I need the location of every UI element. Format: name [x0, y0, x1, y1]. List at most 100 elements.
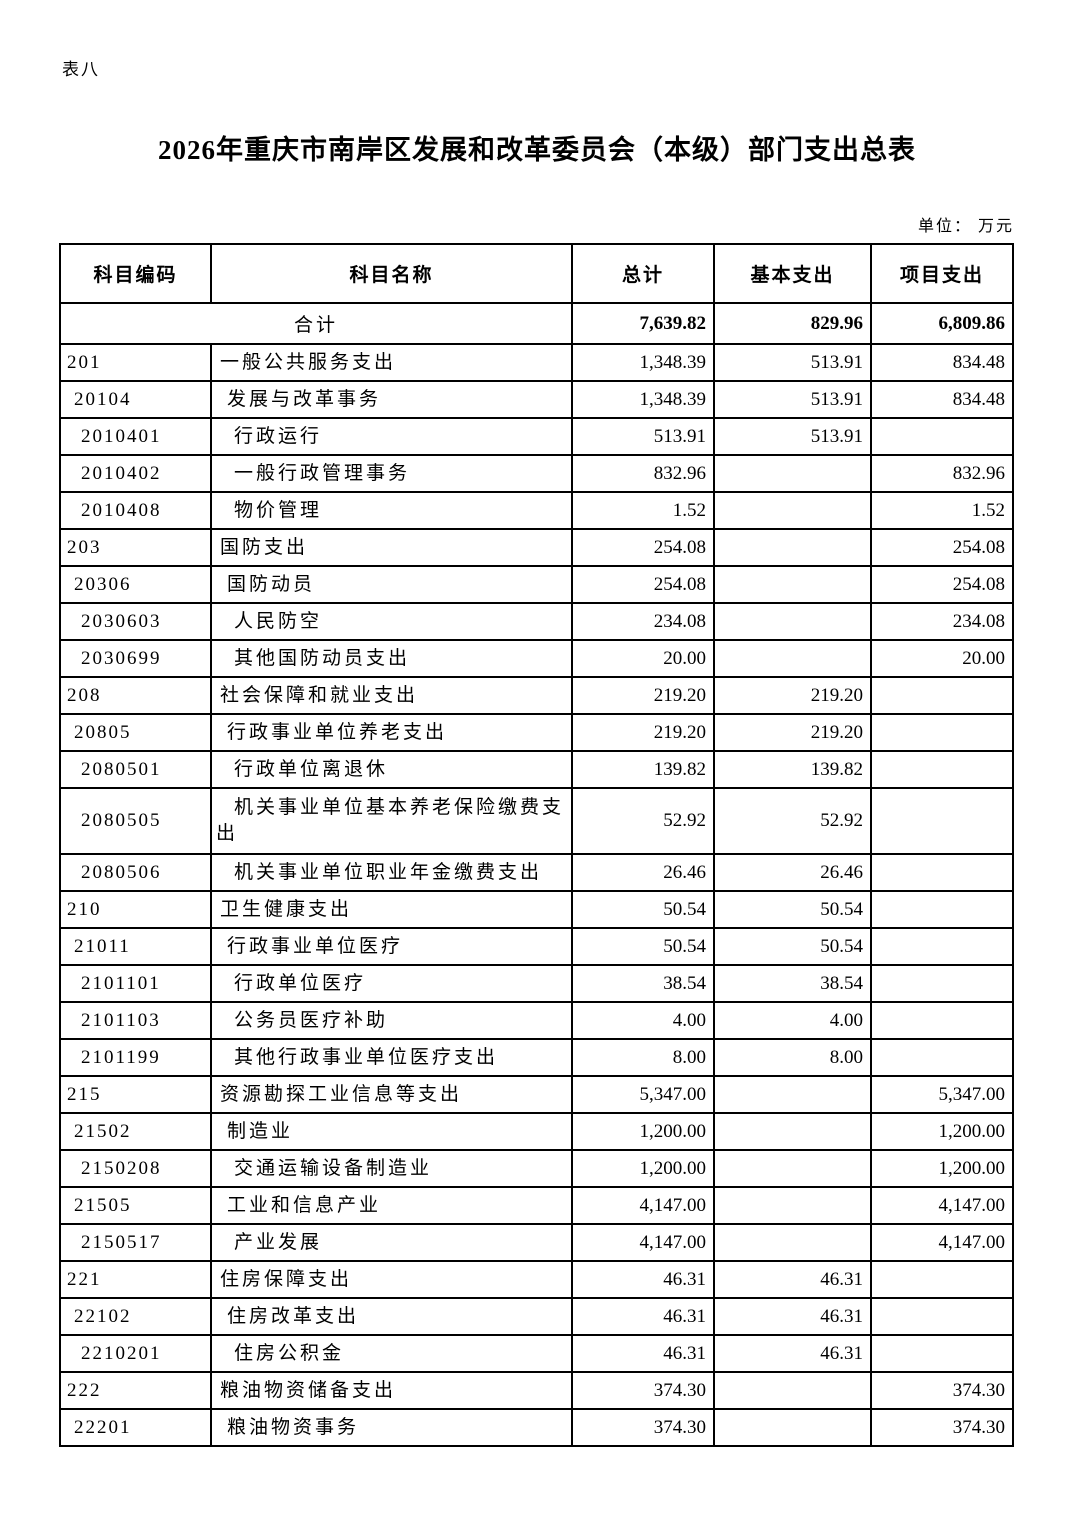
subject-name-cell: 社会保障和就业支出 [210, 676, 573, 715]
total-amount-cell: 46.31 [571, 1334, 715, 1373]
table-row: 2080506 机关事业单位职业年金缴费支出 26.46 26.46 [59, 853, 1014, 892]
table-body: 合计 7,639.82 829.96 6,809.86 201 一般公共服务支出 1… [59, 302, 1014, 1447]
project-expenditure-cell: 234.08 [870, 602, 1014, 641]
project-expenditure-cell: 254.08 [870, 528, 1014, 567]
expenditure-table: 科目编码 科目名称 总计 基本支出 项目支出 合计 7,639.82 829.9… [59, 243, 1014, 1447]
basic-expenditure-cell: 52.92 [713, 787, 872, 855]
subject-name-cell: 人民防空 [210, 602, 573, 641]
subject-code-cell: 22201 [59, 1408, 212, 1447]
basic-expenditure-cell [713, 639, 872, 678]
total-amount-cell: 1,348.39 [571, 343, 715, 382]
basic-expenditure-cell: 513.91 [713, 380, 872, 419]
subject-code-cell: 215 [59, 1075, 212, 1114]
project-expenditure-cell: 374.30 [870, 1371, 1014, 1410]
total-amount-cell: 20.00 [571, 639, 715, 678]
basic-expenditure-cell [713, 1223, 872, 1262]
project-expenditure-cell [870, 787, 1014, 855]
header-project-expenditure: 项目支出 [870, 243, 1014, 304]
basic-expenditure-cell: 46.31 [713, 1260, 872, 1299]
subject-name-cell: 产业发展 [210, 1223, 573, 1262]
total-amount-cell: 832.96 [571, 454, 715, 493]
table-row: 2101103 公务员医疗补助 4.00 4.00 [59, 1001, 1014, 1040]
subject-code-cell: 203 [59, 528, 212, 567]
basic-expenditure-cell: 46.31 [713, 1297, 872, 1336]
subject-code-cell: 2030603 [59, 602, 212, 641]
subject-name-cell: 机关事业单位职业年金缴费支出 [210, 853, 573, 892]
basic-expenditure-cell [713, 1408, 872, 1447]
project-expenditure-cell: 834.48 [870, 380, 1014, 419]
subject-name-cell: 国防动员 [210, 565, 573, 604]
project-expenditure-cell [870, 964, 1014, 1003]
subject-code-cell: 2010408 [59, 491, 212, 530]
header-total: 总计 [571, 243, 715, 304]
project-expenditure-cell [870, 417, 1014, 456]
total-amount-cell: 1.52 [571, 491, 715, 530]
page-title: 2026年重庆市南岸区发展和改革委员会（本级）部门支出总表 [158, 135, 916, 165]
basic-expenditure-cell [713, 1371, 872, 1410]
basic-expenditure-cell: 50.54 [713, 890, 872, 929]
header-basic-expenditure: 基本支出 [713, 243, 872, 304]
total-amount-cell: 5,347.00 [571, 1075, 715, 1114]
table-row: 20104 发展与改革事务 1,348.39 513.91 834.48 [59, 380, 1014, 419]
grand-total-label: 合计 [59, 302, 573, 345]
table-row: 22102 住房改革支出 46.31 46.31 [59, 1297, 1014, 1336]
total-amount-cell: 234.08 [571, 602, 715, 641]
total-amount-cell: 38.54 [571, 964, 715, 1003]
total-amount-cell: 1,200.00 [571, 1149, 715, 1188]
table-row: 21011 行政事业单位医疗 50.54 50.54 [59, 927, 1014, 966]
subject-code-cell: 210 [59, 890, 212, 929]
subject-code-cell: 2080501 [59, 750, 212, 789]
table-row: 2080501 行政单位离退休 139.82 139.82 [59, 750, 1014, 789]
basic-expenditure-cell [713, 565, 872, 604]
total-amount-cell: 50.54 [571, 890, 715, 929]
basic-expenditure-cell: 26.46 [713, 853, 872, 892]
basic-expenditure-cell: 513.91 [713, 417, 872, 456]
subject-name-cell: 交通运输设备制造业 [210, 1149, 573, 1188]
total-amount-cell: 219.20 [571, 676, 715, 715]
project-expenditure-cell: 832.96 [870, 454, 1014, 493]
subject-code-cell: 2210201 [59, 1334, 212, 1373]
project-expenditure-cell: 20.00 [870, 639, 1014, 678]
basic-expenditure-cell [713, 602, 872, 641]
project-expenditure-cell [870, 1297, 1014, 1336]
total-amount-cell: 374.30 [571, 1408, 715, 1447]
basic-expenditure-cell: 4.00 [713, 1001, 872, 1040]
project-expenditure-cell: 1.52 [870, 491, 1014, 530]
subject-code-cell: 21502 [59, 1112, 212, 1151]
subject-code-cell: 221 [59, 1260, 212, 1299]
total-amount-cell: 4,147.00 [571, 1223, 715, 1262]
subject-name-cell: 行政事业单位医疗 [210, 927, 573, 966]
subject-name-cell: 发展与改革事务 [210, 380, 573, 419]
project-expenditure-cell [870, 927, 1014, 966]
project-expenditure-cell: 4,147.00 [870, 1186, 1014, 1225]
table-row: 2010402 一般行政管理事务 832.96 832.96 [59, 454, 1014, 493]
total-amount-cell: 8.00 [571, 1038, 715, 1077]
project-expenditure-cell: 5,347.00 [870, 1075, 1014, 1114]
table-row: 21502 制造业 1,200.00 1,200.00 [59, 1112, 1014, 1151]
grand-project-expenditure-cell: 6,809.86 [870, 302, 1014, 345]
subject-code-cell: 2080505 [59, 787, 212, 855]
subject-code-cell: 21011 [59, 927, 212, 966]
table-row: 21505 工业和信息产业 4,147.00 4,147.00 [59, 1186, 1014, 1225]
subject-name-cell: 住房保障支出 [210, 1260, 573, 1299]
subject-name-cell: 行政运行 [210, 417, 573, 456]
subject-name-cell: 物价管理 [210, 491, 573, 530]
subject-name-cell: 国防支出 [210, 528, 573, 567]
table-row: 2010408 物价管理 1.52 1.52 [59, 491, 1014, 530]
project-expenditure-cell [870, 713, 1014, 752]
table-row: 2101199 其他行政事业单位医疗支出 8.00 8.00 [59, 1038, 1014, 1077]
basic-expenditure-cell: 219.20 [713, 713, 872, 752]
subject-name-cell: 其他国防动员支出 [210, 639, 573, 678]
table-row: 20306 国防动员 254.08 254.08 [59, 565, 1014, 604]
subject-code-cell: 20805 [59, 713, 212, 752]
project-expenditure-cell [870, 853, 1014, 892]
subject-code-cell: 2101103 [59, 1001, 212, 1040]
basic-expenditure-cell: 513.91 [713, 343, 872, 382]
subject-code-cell: 201 [59, 343, 212, 382]
subject-code-cell: 2101199 [59, 1038, 212, 1077]
header-row: 科目编码 科目名称 总计 基本支出 项目支出 [59, 243, 1014, 304]
subject-name-cell: 行政单位医疗 [210, 964, 573, 1003]
basic-expenditure-cell: 50.54 [713, 927, 872, 966]
total-amount-cell: 254.08 [571, 565, 715, 604]
basic-expenditure-cell [713, 454, 872, 493]
